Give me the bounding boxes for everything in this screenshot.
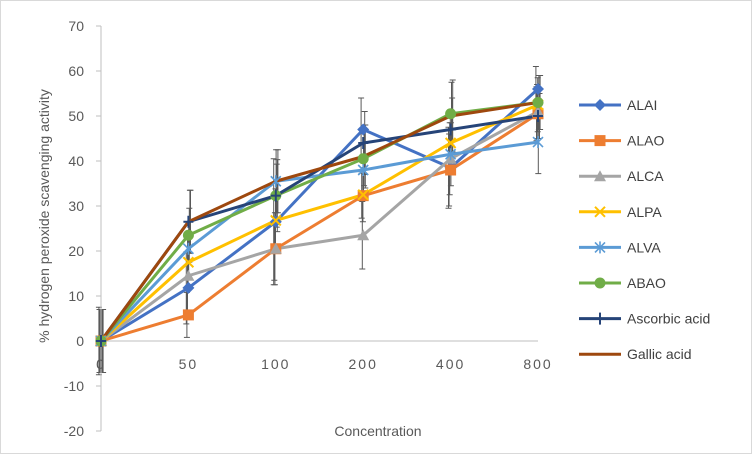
data-point-ascorbic-acid: [445, 123, 456, 136]
tick-labels: -20 -10 0 10 20 30 40 50 60 70 0 50 100 200 400 800: [64, 18, 552, 439]
axes: [96, 25, 538, 432]
series-line-abao: [99, 101, 539, 342]
marker-stroke: [270, 214, 282, 227]
series-line-gallic-acid: [99, 101, 539, 342]
x-tick-label: 800: [523, 356, 552, 372]
legend-label: ALPA: [627, 204, 662, 220]
y-axis-label: % hydrogen peroxide scavenging activity: [36, 89, 52, 343]
data-point-ascorbic-acid: [270, 189, 281, 202]
data-point-alpa: [357, 189, 369, 201]
y-tick-label: 10: [68, 288, 84, 304]
legend-item-alca: ALCA: [579, 168, 664, 184]
legend-item-abao: ABAO: [579, 275, 666, 291]
data-point-abao: [182, 229, 194, 241]
legend-item-alva: ALVA: [579, 239, 661, 255]
y-tick-label: 70: [68, 18, 84, 34]
legend-swatch-marker: [595, 312, 605, 325]
y-tick-label: 60: [68, 63, 84, 79]
legend-swatch-marker: [594, 135, 606, 147]
data-point-alca: [357, 229, 370, 241]
data-point-alva: [532, 136, 544, 149]
legend-item-alpa: ALPA: [579, 204, 662, 220]
y-tick-label: -20: [64, 423, 84, 439]
legend-label: ALCA: [627, 168, 664, 184]
y-tick-label: 50: [68, 108, 84, 124]
x-axis-label: Concentration: [334, 423, 421, 439]
data-point-ascorbic-acid: [183, 215, 194, 228]
data-point-alpa: [444, 137, 457, 149]
legend-label: ALVA: [627, 239, 661, 255]
legend-swatch-marker: [594, 99, 606, 111]
x-tick-label: 100: [261, 356, 290, 372]
legend-swatch-marker: [594, 206, 606, 218]
legend-swatch-marker: [594, 170, 606, 182]
y-tick-label: 0: [76, 333, 84, 349]
x-tick-label: 0: [96, 356, 106, 372]
legend-label: ALAI: [627, 97, 657, 113]
marker-stroke: [444, 137, 457, 149]
data-point-alai: [357, 123, 370, 136]
series-markers: [95, 83, 544, 347]
series-line-alao: [100, 112, 539, 343]
data-point-abao: [357, 153, 369, 165]
data-point-alao: [445, 164, 457, 176]
data-point-alai: [532, 83, 544, 95]
data-point-ascorbic-acid: [96, 335, 106, 347]
x-tick-label: 400: [436, 356, 465, 372]
y-tick-label: -10: [64, 378, 84, 394]
x-tick-label: 200: [349, 356, 378, 372]
data-point-ascorbic-acid: [533, 110, 543, 122]
legend-label: ALAO: [627, 133, 664, 149]
series-line-alca: [100, 110, 539, 343]
marker-stroke: [182, 256, 195, 268]
legend-item-alao: ALAO: [579, 133, 664, 149]
data-point-ascorbic-acid: [358, 137, 369, 149]
legend-label: Gallic acid: [627, 346, 692, 362]
legend-item-gallic-acid: Gallic acid: [579, 346, 692, 362]
legend-swatch-marker: [594, 241, 606, 254]
data-point-alpa: [270, 214, 282, 227]
series-line-alpa: [99, 103, 539, 343]
data-point-alca: [182, 269, 195, 281]
legend-label: ABAO: [627, 275, 666, 291]
data-point-alca: [269, 242, 282, 254]
data-point-abao: [445, 108, 457, 120]
data-point-abao: [532, 97, 544, 108]
legend: ALAI ALAO ALCA ALPA ALVA ABAO Ascorbic acid Gal…: [579, 97, 710, 362]
legend-item-ascorbic-acid: Ascorbic acid: [579, 311, 710, 327]
y-tick-label: 40: [68, 153, 84, 169]
legend-swatch-marker: [594, 277, 606, 289]
marker-stroke: [357, 189, 369, 201]
x-tick-label: 50: [179, 356, 199, 372]
data-point-alva: [270, 175, 282, 188]
data-point-alva: [357, 164, 369, 176]
legend-label: Ascorbic acid: [627, 311, 710, 327]
data-point-alai: [182, 281, 195, 294]
legend-item-alai: ALAI: [579, 97, 657, 113]
data-point-alao: [182, 309, 194, 321]
data-point-alva: [445, 148, 457, 161]
y-tick-label: 20: [68, 243, 84, 259]
data-point-alva: [182, 242, 194, 255]
marker-stroke: [594, 206, 606, 218]
series-lines: [99, 87, 540, 343]
y-tick-label: 30: [68, 198, 84, 214]
data-point-alpa: [182, 256, 195, 268]
